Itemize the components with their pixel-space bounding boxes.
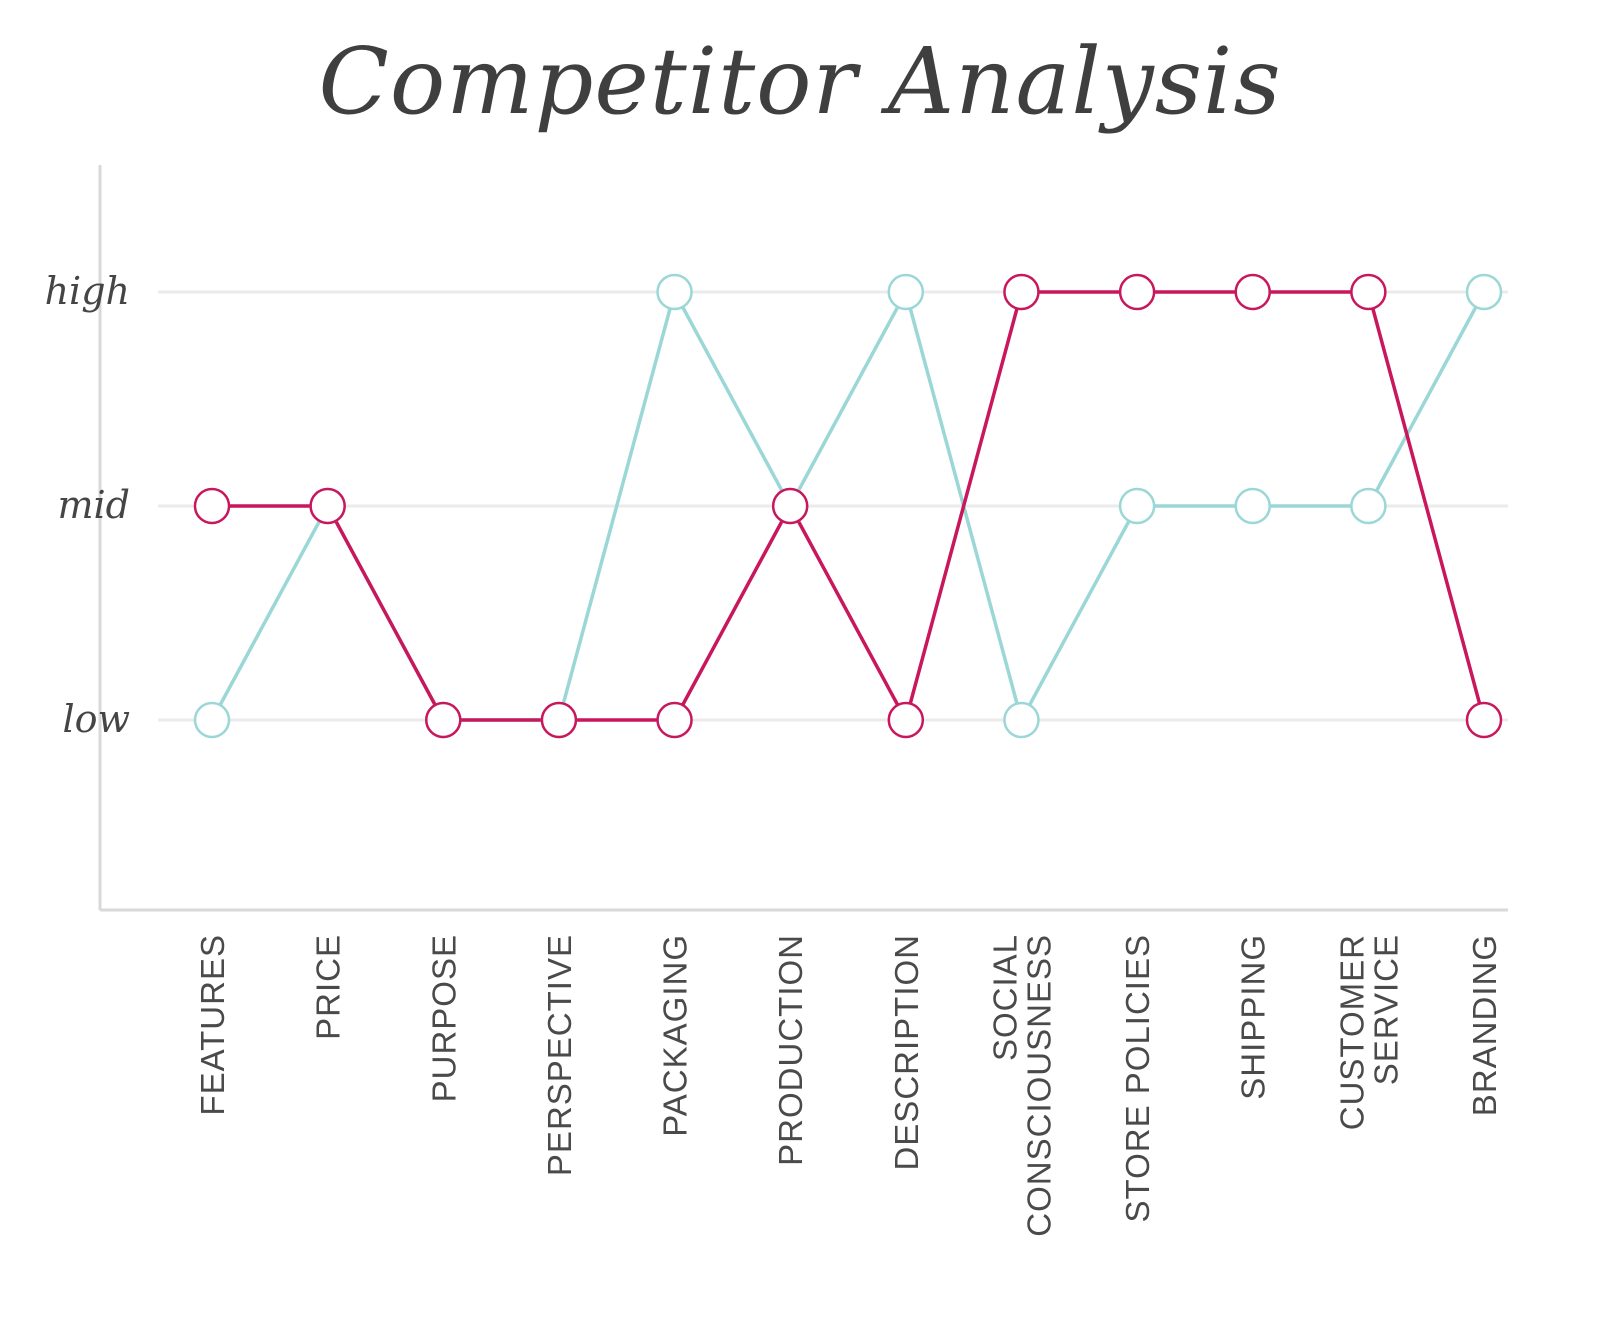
- x-tick-label-line: DESCRIPTION: [888, 934, 925, 1171]
- series-1-point-branding: [1465, 701, 1503, 739]
- y-tick-low: low: [62, 697, 130, 741]
- x-tick-label-line: SERVICE: [1367, 934, 1404, 1085]
- series-1-point-price: [309, 487, 346, 525]
- x-tick-label-line: CUSTOMER: [1333, 934, 1370, 1130]
- x-tick-label-line: SOCIAL: [986, 934, 1023, 1061]
- x-tick-production: PRODUCTION: [772, 934, 809, 1166]
- chart-title: Competitor Analysis: [318, 28, 1282, 135]
- x-tick-labels: FEATURES PRICE PURPOSE PERSPECTIVE PACKAGING…: [194, 934, 1503, 1237]
- x-tick-store-policies: STORE POLICIES: [1119, 934, 1156, 1222]
- x-tick-label-line: PRICE: [310, 934, 347, 1040]
- y-tick-labels: low mid high: [45, 269, 130, 741]
- series-1-point-customer-service: [1350, 273, 1387, 311]
- series-2-point-social-consciousness: [1003, 701, 1040, 739]
- series-line-1: [212, 290, 1486, 722]
- x-tick-shipping: SHIPPING: [1235, 934, 1272, 1100]
- x-tick-branding: BRANDING: [1466, 934, 1503, 1116]
- series-2-point-features: [193, 701, 231, 739]
- y-tick-high: high: [45, 269, 130, 313]
- x-tick-label-line: STORE POLICIES: [1119, 934, 1156, 1222]
- series-1-point-social-consciousness: [1003, 273, 1040, 311]
- series-1-point-description: [887, 701, 925, 739]
- x-tick-label-line: PURPOSE: [425, 934, 462, 1102]
- x-tick-label-line: BRANDING: [1466, 934, 1503, 1116]
- series-1-point-store-policies: [1118, 273, 1156, 311]
- x-tick-packaging: PACKAGING: [657, 934, 694, 1137]
- x-tick-purpose: PURPOSE: [425, 934, 462, 1102]
- series-1-point-features: [193, 487, 231, 525]
- series-1-point-shipping: [1234, 273, 1271, 311]
- series-2-point-description: [887, 273, 925, 311]
- x-tick-description: DESCRIPTION: [888, 934, 925, 1171]
- x-tick-label-line: CONSCIOUSNESS: [1020, 934, 1057, 1237]
- series-2-point-packaging: [656, 273, 693, 311]
- series-1-point-packaging: [656, 701, 693, 739]
- x-tick-label-line: PACKAGING: [657, 934, 694, 1137]
- y-tick-mid: mid: [57, 483, 130, 527]
- series-1-point-production: [771, 487, 809, 525]
- series-2-point-customer-service: [1350, 487, 1387, 525]
- x-tick-price: PRICE: [310, 934, 347, 1040]
- series-2-point-store-policies: [1118, 487, 1156, 525]
- x-tick-label-line: PRODUCTION: [772, 934, 809, 1166]
- series-markers: [193, 273, 1503, 739]
- x-tick-label-line: FEATURES: [194, 934, 231, 1116]
- x-tick-features: FEATURES: [194, 934, 231, 1116]
- x-tick-perspective: PERSPECTIVE: [541, 934, 578, 1176]
- series-lines: [210, 290, 1486, 722]
- x-tick-label-line: SHIPPING: [1235, 934, 1272, 1100]
- x-tick-label-line: PERSPECTIVE: [541, 934, 578, 1176]
- series-1-point-purpose: [425, 701, 462, 739]
- series-1-point-perspective: [540, 701, 578, 739]
- series-2-point-shipping: [1234, 487, 1271, 525]
- series-2-point-branding: [1465, 273, 1503, 311]
